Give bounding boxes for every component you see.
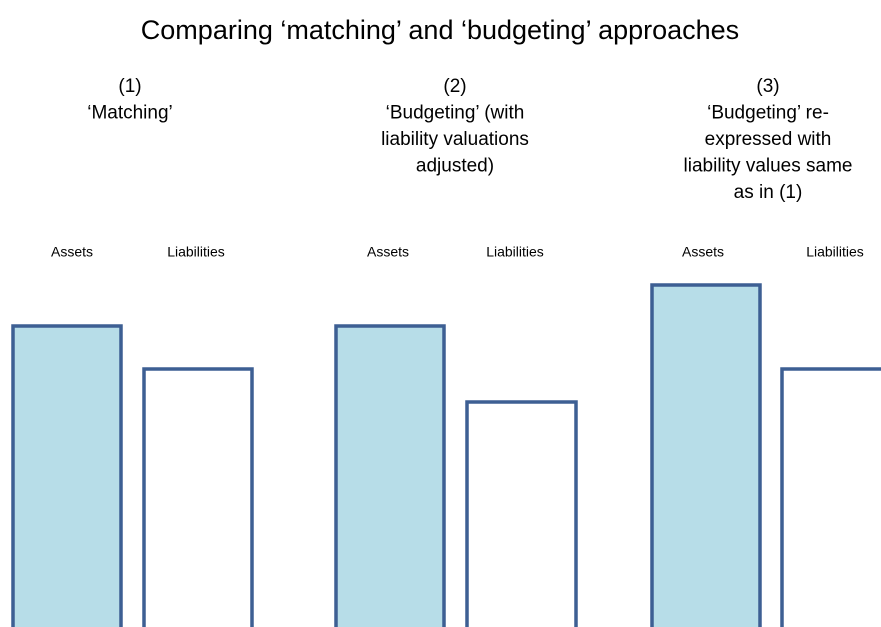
assets-bar <box>11 324 123 627</box>
panel-heading: liability values same <box>684 156 853 177</box>
assets-label: Assets <box>682 244 724 260</box>
liabilities-label: Liabilities <box>806 244 864 260</box>
liabilities-bar <box>780 367 881 627</box>
panel-heading: ‘Matching’ <box>87 103 173 124</box>
assets-label: Assets <box>51 244 93 260</box>
assets-label: Assets <box>367 244 409 260</box>
panel-heading: adjusted) <box>416 156 494 177</box>
title: Comparing ‘matching’ and ‘budgeting’ app… <box>141 15 739 45</box>
panel-heading: ‘Budgeting’ re- <box>707 103 829 124</box>
panel-heading: (1) <box>118 76 141 97</box>
panel-heading: ‘Budgeting’ (with <box>386 103 525 124</box>
liabilities-label: Liabilities <box>486 244 544 260</box>
liabilities-label: Liabilities <box>167 244 225 260</box>
assets-bar <box>650 283 762 627</box>
panel-heading: as in (1) <box>734 182 803 203</box>
panel-heading: liability valuations <box>381 129 529 150</box>
panel-heading: (2) <box>443 76 466 97</box>
liabilities-bar <box>465 400 578 627</box>
liabilities-bar <box>142 367 254 627</box>
panel-heading: expressed with <box>705 129 832 150</box>
assets-bar <box>334 324 446 627</box>
panel-heading: (3) <box>756 76 779 97</box>
